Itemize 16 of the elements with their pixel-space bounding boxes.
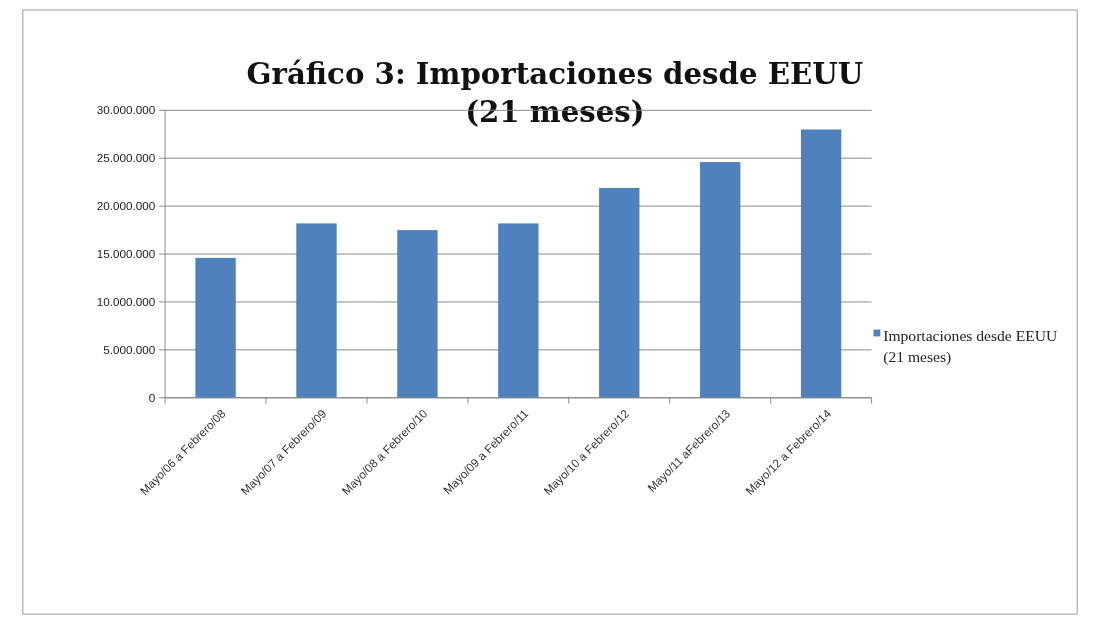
y-tick-label: 25.000.000 <box>96 151 156 165</box>
bar <box>498 223 539 398</box>
bar <box>296 223 337 398</box>
y-tick-label: 10.000.000 <box>96 295 156 309</box>
bar <box>397 230 438 398</box>
bar <box>700 162 741 398</box>
y-tick-label: 0 <box>148 390 156 404</box>
legend-label: Importaciones desde EEUU (21 meses) <box>883 326 1058 367</box>
y-tick-label: 5.000.000 <box>103 342 156 356</box>
y-tick-label: 15.000.000 <box>96 247 156 261</box>
y-tick-label: 20.000.000 <box>96 199 156 213</box>
bar <box>195 257 236 398</box>
chart-title: Gráfico 3: Importaciones desde EEUU (21 meses) <box>246 57 864 130</box>
y-tick-label: 30.000.000 <box>96 103 156 117</box>
bar <box>599 187 640 398</box>
bar <box>800 129 842 398</box>
